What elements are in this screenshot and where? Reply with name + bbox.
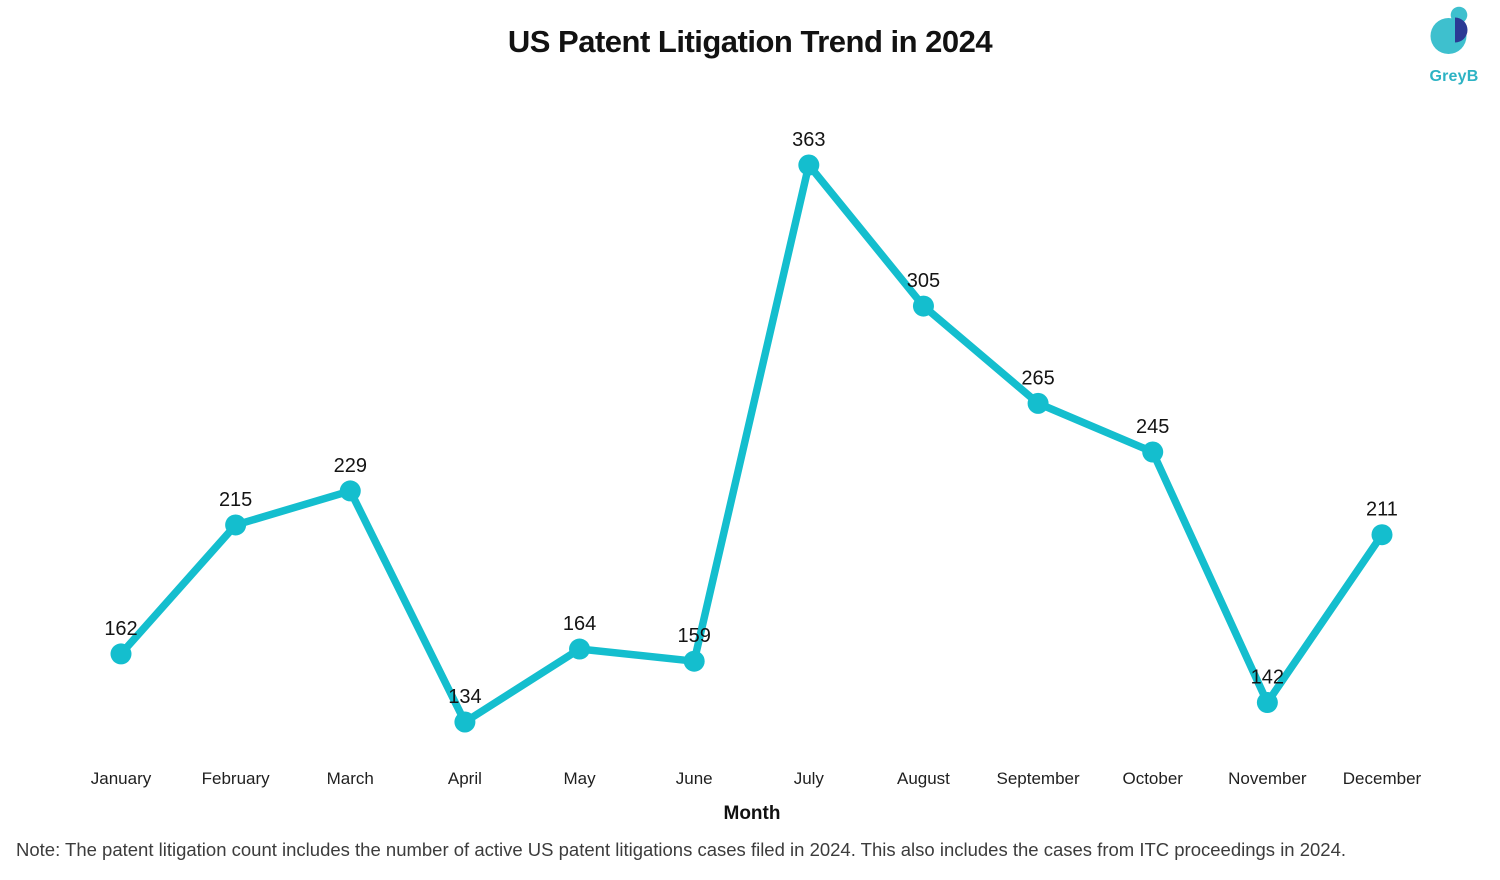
logo-small-circle	[1450, 6, 1468, 24]
value-label-january: 162	[104, 618, 137, 640]
x-axis-label-august: August	[897, 769, 950, 788]
x-axis-label-february: February	[202, 769, 271, 788]
data-point-july	[798, 154, 820, 176]
x-axis-label-november: November	[1228, 769, 1307, 788]
line-chart: 162 January 215 February 229 March 134 April 164…	[91, 129, 1422, 788]
x-axis-title: Month	[723, 803, 781, 824]
value-label-december: 211	[1366, 499, 1398, 521]
x-axis-label-october: October	[1122, 769, 1183, 788]
logo-crescent	[1455, 17, 1468, 43]
data-point-june	[683, 650, 705, 672]
value-label-june: 159	[677, 625, 710, 647]
data-point-january	[110, 643, 132, 665]
value-label-february: 215	[219, 489, 252, 511]
greyb-logo: GreyB	[1410, 4, 1498, 86]
chart-title: US Patent Litigation Trend in 2024	[507, 24, 993, 59]
data-point-december	[1371, 524, 1393, 546]
trend-line	[117, 161, 1386, 726]
value-label-november: 142	[1251, 667, 1284, 689]
value-label-march: 229	[334, 455, 367, 477]
x-axis-label-july: July	[794, 769, 825, 788]
value-label-august: 305	[907, 270, 940, 292]
data-point-august	[912, 295, 934, 317]
value-label-september: 265	[1021, 367, 1054, 389]
data-point-october	[1142, 441, 1164, 463]
data-point-april	[454, 711, 476, 733]
greyb-logo-text: GreyB	[1429, 68, 1479, 85]
data-point-may	[569, 638, 591, 660]
x-axis-label-april: April	[448, 769, 482, 788]
greyb-logo-icon	[1430, 6, 1468, 54]
data-point-february	[225, 514, 247, 536]
data-point-march	[339, 480, 361, 502]
x-axis-label-may: May	[563, 769, 596, 788]
value-label-july: 363	[792, 129, 825, 151]
value-label-may: 164	[563, 613, 596, 635]
x-axis-label-september: September	[997, 769, 1080, 788]
footnote: Note: The patent litigation count includ…	[16, 839, 1347, 860]
value-label-october: 245	[1136, 416, 1169, 438]
x-axis-label-june: June	[676, 769, 713, 788]
x-axis-label-march: March	[327, 769, 374, 788]
value-label-april: 134	[448, 686, 481, 708]
x-axis-label-december: December	[1343, 769, 1422, 788]
x-axis-label-january: January	[91, 769, 152, 788]
data-point-november	[1256, 692, 1278, 714]
data-point-september	[1027, 392, 1049, 414]
